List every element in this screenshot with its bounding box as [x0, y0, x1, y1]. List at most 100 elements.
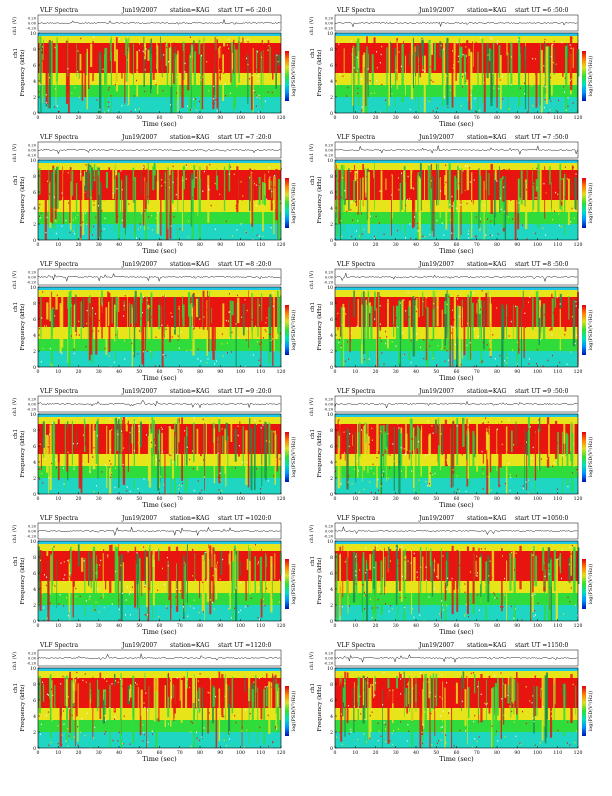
- y-axis-label: Frequency (kHz): [316, 177, 323, 224]
- spectrogram-panel: VLF Spectra Jun19/2007 station=KAG start UT…: [308, 642, 594, 763]
- x-tick-label: 0: [37, 623, 40, 629]
- x-tick-label: 40: [413, 369, 419, 375]
- panel-station: station=KAG: [467, 134, 506, 141]
- y-tick-label: 6: [330, 444, 333, 450]
- colorbar: [285, 51, 289, 101]
- x-axis-label: Time (sec): [439, 501, 474, 509]
- wave-tick-label: 0.20: [28, 652, 37, 656]
- colorbar: [285, 432, 289, 482]
- x-tick-label: 100: [533, 496, 542, 502]
- x-axis-label: Time (sec): [142, 628, 177, 636]
- x-tick-label: 110: [553, 115, 562, 121]
- panel-date: Jun19/2007: [418, 7, 454, 14]
- panel-start-time: start UT =9 :50:0: [515, 388, 569, 395]
- panel-date: Jun19/2007: [121, 642, 157, 649]
- y-tick-label: 10: [30, 31, 36, 37]
- y-tick-label: 2: [33, 476, 36, 482]
- x-tick-label: 120: [277, 242, 286, 248]
- waveform-trace: [37, 526, 281, 537]
- x-tick-label: 100: [236, 242, 245, 248]
- x-tick-label: 100: [533, 623, 542, 629]
- x-tick-label: 110: [553, 369, 562, 375]
- wave-tick-label: 0.20: [325, 398, 334, 402]
- y-tick-label: 10: [327, 666, 333, 672]
- y-tick-label: 2: [330, 476, 333, 482]
- x-tick-label: 100: [533, 750, 542, 756]
- x-tick-label: 110: [256, 750, 265, 756]
- panel-start-time: start UT =1050:0: [515, 515, 569, 522]
- y-tick-label: 0: [330, 365, 333, 371]
- x-tick-label: 100: [533, 115, 542, 121]
- panel-date: Jun19/2007: [121, 261, 157, 268]
- x-tick-label: 90: [514, 115, 520, 121]
- panel-start-time: start UT =1150:0: [515, 642, 569, 649]
- waveform-axis-label: ch1 (V): [11, 525, 18, 543]
- panel-station: station=KAG: [467, 388, 506, 395]
- panel-heading: VLF Spectra: [336, 134, 376, 141]
- panel-heading: VLF Spectra: [39, 388, 79, 395]
- x-tick-label: 70: [474, 496, 480, 502]
- waveform-axis-label: ch1 (V): [11, 17, 18, 35]
- spectrogram-panel: VLF Spectra Jun19/2007 station=KAG start UT…: [308, 515, 594, 636]
- wave-tick-label: -0.20: [27, 27, 37, 31]
- x-tick-label: 90: [514, 750, 520, 756]
- x-tick-label: 110: [256, 496, 265, 502]
- x-tick-label: 20: [76, 496, 82, 502]
- y-tick-label: 0: [33, 746, 36, 752]
- y-tick-label: 6: [330, 571, 333, 577]
- x-tick-label: 90: [514, 496, 520, 502]
- panel-station: station=KAG: [467, 515, 506, 522]
- x-tick-label: 110: [256, 623, 265, 629]
- y-tick-label: 4: [330, 587, 333, 593]
- x-tick-label: 20: [76, 750, 82, 756]
- waveform-axis-label: ch1 (V): [11, 652, 18, 670]
- x-tick-label: 80: [197, 242, 203, 248]
- channel-label: ch1: [13, 302, 19, 312]
- panel-station: station=KAG: [170, 642, 209, 649]
- colorbar-label: log(PSD(V²/Hz)): [290, 691, 297, 732]
- x-tick-label: 50: [136, 115, 142, 121]
- waveform-frame: [334, 649, 579, 667]
- y-tick-label: 8: [33, 47, 36, 53]
- x-tick-label: 80: [494, 242, 500, 248]
- x-axis-label: Time (sec): [439, 247, 474, 255]
- x-tick-label: 70: [474, 115, 480, 121]
- wave-tick-label: 0.20: [28, 525, 37, 529]
- y-axis-label: Frequency (kHz): [19, 685, 26, 732]
- x-tick-label: 70: [474, 750, 480, 756]
- wave-tick-label: 0.00: [28, 22, 37, 26]
- waveform-axis-label: ch1 (V): [308, 271, 315, 289]
- spectrogram-panel: VLF Spectra Jun19/2007 station=KAG start UT…: [11, 388, 297, 509]
- x-tick-label: 20: [373, 115, 379, 121]
- x-tick-label: 30: [393, 623, 399, 629]
- x-tick-label: 50: [136, 242, 142, 248]
- x-tick-label: 50: [433, 369, 439, 375]
- wave-tick-label: -0.20: [324, 662, 334, 666]
- x-tick-label: 80: [197, 369, 203, 375]
- wave-tick-label: 0.00: [325, 276, 334, 280]
- x-tick-label: 60: [454, 369, 460, 375]
- waveform-trace: [37, 652, 281, 661]
- y-tick-label: 8: [330, 555, 333, 561]
- y-tick-label: 2: [330, 222, 333, 228]
- x-tick-label: 80: [197, 750, 203, 756]
- x-tick-label: 0: [37, 115, 40, 121]
- y-tick-label: 0: [33, 111, 36, 117]
- x-tick-label: 60: [157, 750, 163, 756]
- x-tick-label: 50: [433, 623, 439, 629]
- wave-tick-label: 0.00: [28, 403, 37, 407]
- spectrogram-panel: VLF Spectra Jun19/2007 station=KAG start UT…: [11, 642, 297, 763]
- channel-label: ch1: [310, 48, 316, 58]
- y-tick-label: 0: [330, 238, 333, 244]
- x-tick-label: 50: [136, 750, 142, 756]
- y-tick-label: 2: [33, 95, 36, 101]
- channel-label: ch1: [310, 429, 316, 439]
- wave-tick-label: 0.20: [325, 144, 334, 148]
- waveform-frame: [37, 268, 282, 286]
- colorbar: [285, 178, 289, 228]
- x-tick-label: 20: [76, 242, 82, 248]
- panel-station: station=KAG: [467, 642, 506, 649]
- spectrogram-image: [335, 414, 578, 494]
- waveform-trace: [37, 400, 281, 409]
- panel-heading: VLF Spectra: [336, 642, 376, 649]
